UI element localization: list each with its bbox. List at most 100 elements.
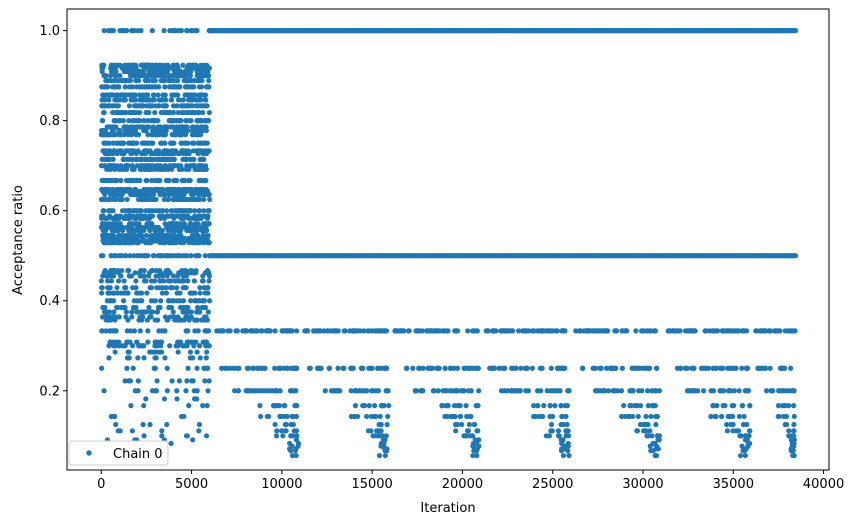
data-point bbox=[540, 328, 547, 334]
data-point bbox=[292, 403, 298, 409]
data-point bbox=[183, 118, 189, 124]
data-point bbox=[163, 290, 170, 296]
data-point bbox=[116, 196, 123, 203]
data-point bbox=[431, 388, 437, 394]
data-point bbox=[141, 309, 147, 315]
data-point bbox=[159, 428, 165, 434]
data-point bbox=[700, 365, 706, 371]
data-point bbox=[348, 388, 354, 394]
data-point bbox=[195, 298, 201, 304]
data-point bbox=[166, 109, 173, 116]
data-point bbox=[117, 73, 123, 79]
x-tick-label: 30000 bbox=[622, 477, 663, 492]
data-point bbox=[171, 77, 177, 84]
data-point bbox=[194, 127, 200, 134]
data-point bbox=[182, 208, 189, 214]
data-point bbox=[204, 103, 210, 109]
data-point bbox=[630, 413, 636, 420]
data-point bbox=[523, 365, 530, 371]
data-point bbox=[122, 240, 128, 246]
data-point bbox=[109, 127, 116, 134]
data-point bbox=[181, 109, 187, 116]
data-point bbox=[100, 109, 107, 116]
data-point bbox=[121, 215, 127, 221]
data-point bbox=[378, 403, 385, 409]
data-point bbox=[184, 103, 190, 109]
data-point bbox=[109, 68, 115, 75]
data-point bbox=[177, 166, 183, 172]
data-point bbox=[646, 328, 653, 334]
data-point bbox=[171, 84, 177, 90]
x-axis-ticks: 0 5000 10000 15000 20000 25000 30000 35000 40000 bbox=[97, 470, 844, 492]
data-point bbox=[141, 118, 147, 124]
data-point bbox=[134, 253, 141, 259]
y-axis-label: Acceptance ratio bbox=[11, 185, 26, 295]
data-point bbox=[710, 365, 716, 371]
data-point bbox=[738, 433, 744, 439]
data-point bbox=[779, 365, 786, 371]
data-point bbox=[317, 328, 323, 334]
data-point bbox=[458, 388, 464, 394]
data-point bbox=[185, 177, 192, 184]
data-point bbox=[189, 103, 195, 109]
data-point bbox=[496, 365, 502, 371]
data-point bbox=[311, 328, 317, 334]
data-point bbox=[184, 343, 190, 349]
data-point bbox=[203, 317, 209, 323]
data-point bbox=[401, 328, 407, 334]
data-point bbox=[710, 328, 716, 334]
data-point bbox=[106, 132, 112, 138]
data-point bbox=[331, 328, 338, 334]
data-point bbox=[737, 452, 744, 459]
data-point bbox=[123, 92, 129, 98]
data-point bbox=[117, 236, 123, 242]
data-point bbox=[125, 317, 131, 323]
data-point bbox=[548, 388, 554, 394]
data-point bbox=[447, 388, 453, 394]
data-point bbox=[196, 215, 202, 221]
data-point bbox=[434, 365, 440, 371]
data-point bbox=[185, 278, 191, 284]
data-point bbox=[125, 140, 132, 146]
data-point bbox=[138, 28, 144, 34]
data-point bbox=[180, 253, 186, 259]
data-point bbox=[151, 253, 157, 259]
data-point bbox=[775, 403, 782, 409]
data-point bbox=[130, 118, 136, 124]
data-point bbox=[143, 177, 149, 184]
data-point bbox=[145, 328, 151, 334]
data-point bbox=[713, 413, 719, 420]
data-point bbox=[163, 177, 169, 184]
data-point bbox=[373, 388, 379, 394]
data-point bbox=[186, 215, 192, 221]
data-point bbox=[146, 166, 152, 172]
data-point bbox=[191, 65, 198, 71]
data-point bbox=[322, 388, 328, 394]
data-point bbox=[655, 446, 661, 452]
data-point bbox=[116, 127, 122, 134]
data-point bbox=[304, 328, 311, 334]
data-point bbox=[201, 227, 207, 234]
data-point bbox=[291, 428, 297, 434]
data-point bbox=[112, 177, 118, 184]
data-point bbox=[405, 328, 412, 334]
data-point bbox=[198, 140, 204, 146]
data-point bbox=[788, 365, 794, 371]
data-point bbox=[566, 452, 572, 459]
data-point bbox=[106, 196, 112, 203]
x-tick-label: 40000 bbox=[803, 477, 844, 492]
data-point bbox=[369, 388, 375, 394]
data-point bbox=[174, 290, 180, 296]
data-point bbox=[148, 208, 154, 214]
x-tick-label: 5000 bbox=[175, 477, 208, 492]
data-point bbox=[133, 150, 139, 157]
data-point bbox=[718, 388, 724, 394]
data-point bbox=[190, 132, 197, 138]
data-point bbox=[103, 273, 110, 279]
data-point bbox=[289, 452, 296, 459]
data-point bbox=[414, 328, 420, 334]
data-point bbox=[161, 68, 167, 75]
data-point bbox=[725, 413, 731, 420]
data-point bbox=[147, 240, 153, 246]
data-point bbox=[107, 73, 114, 79]
